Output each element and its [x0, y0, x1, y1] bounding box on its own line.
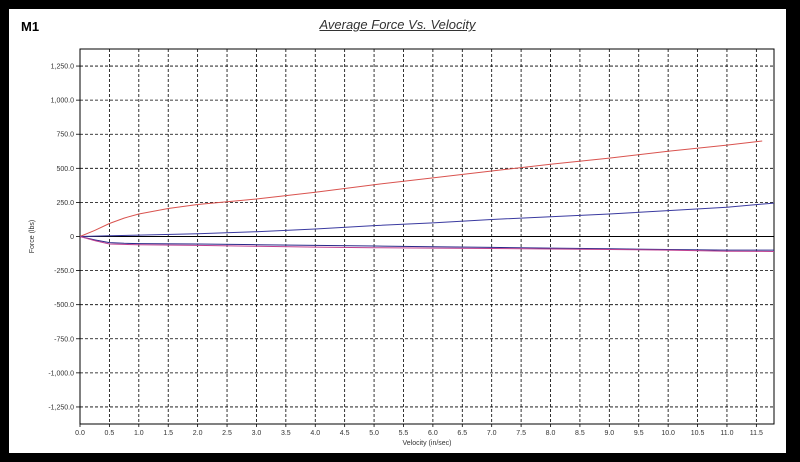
x-tick-label: 11.5: [750, 430, 763, 437]
x-tick-label: 9.5: [634, 430, 644, 437]
x-tick-label: 5.5: [399, 430, 409, 437]
y-tick-label: 0: [70, 234, 74, 241]
y-tick-label: 1,000.0: [51, 98, 74, 105]
series-line-2: [79, 202, 775, 237]
x-tick-label: 10.5: [691, 430, 705, 437]
x-tick-label: 2.5: [222, 430, 232, 437]
x-tick-label: 6.5: [457, 430, 467, 437]
y-tick-label: 1,250.0: [51, 64, 74, 71]
chart-panel: M1 Average Force Vs. Velocity 1,250.0 1,0…: [9, 9, 786, 453]
x-tick-label: 0.0: [75, 430, 85, 437]
x-tick-label: 8.5: [575, 430, 585, 437]
x-axis-ticks: 0.0 0.5 1.0 1.5 2.0 2.5 3.0 3.5 4.0 4.5 5.0 5.5 6.0 6…: [75, 424, 763, 437]
y-tick-label: -750.0: [54, 336, 74, 343]
x-axis-label: Velocity (in/sec): [402, 440, 451, 447]
x-tick-label: 5.0: [369, 430, 379, 437]
x-tick-label: 4.5: [340, 430, 350, 437]
y-axis-label: Force (lbs): [29, 220, 36, 253]
x-tick-label: 1.5: [163, 430, 173, 437]
y-tick-label: -1,250.0: [48, 404, 74, 411]
x-tick-label: 11.0: [720, 430, 733, 437]
x-tick-label: 10.0: [661, 430, 675, 437]
y-tick-label: -1,000.0: [48, 370, 74, 377]
y-tick-label: 250.0: [56, 200, 74, 207]
y-tick-label: 750.0: [56, 132, 74, 139]
panel-label: M1: [21, 19, 40, 34]
grid: [79, 48, 775, 425]
x-tick-label: 3.0: [252, 430, 262, 437]
x-tick-label: 7.0: [487, 430, 497, 437]
x-tick-label: 9.0: [604, 430, 614, 437]
series-line-1: [79, 140, 763, 237]
series-line-4: [79, 236, 775, 252]
y-axis-ticks: 1,250.0 1,000.0 750.0 500.0 250.0 0 -250.0 -500…: [48, 64, 80, 411]
series-lines: [79, 140, 775, 252]
y-tick-label: 500.0: [56, 166, 74, 173]
y-tick-label: -250.0: [54, 268, 74, 275]
x-tick-label: 8.0: [546, 430, 556, 437]
x-tick-label: 7.5: [516, 430, 526, 437]
series-line-3: [79, 236, 774, 251]
x-tick-label: 6.0: [428, 430, 438, 437]
x-tick-label: 0.5: [105, 430, 115, 437]
x-tick-label: 1.0: [134, 430, 144, 437]
chart-canvas: 1,250.0 1,000.0 750.0 500.0 250.0 0 -250.0 -500…: [29, 48, 775, 447]
x-tick-label: 3.5: [281, 430, 291, 437]
chart-title: Average Force Vs. Velocity: [319, 17, 476, 32]
x-tick-label: 2.0: [193, 430, 203, 437]
y-tick-label: -500.0: [54, 302, 74, 309]
x-tick-label: 4.0: [310, 430, 320, 437]
